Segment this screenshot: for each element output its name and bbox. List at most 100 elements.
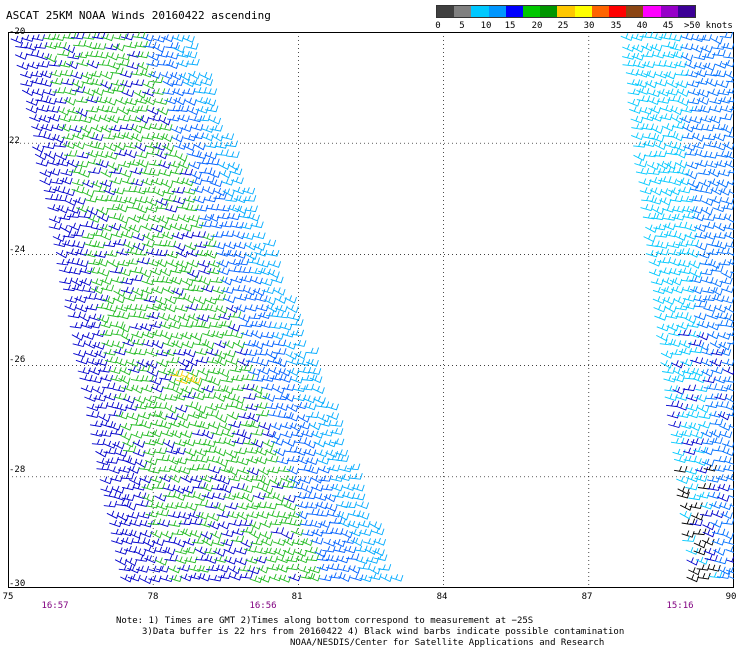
wind-barb <box>111 276 125 284</box>
wind-barb <box>174 556 188 564</box>
lat-label: -30 <box>9 579 26 589</box>
wind-barb <box>58 266 73 274</box>
wind-barb <box>707 484 721 491</box>
wind-barb <box>128 530 142 539</box>
wind-barb <box>675 240 689 247</box>
wind-barb <box>199 214 213 222</box>
wind-barb <box>154 546 168 554</box>
wind-barb <box>99 114 112 123</box>
wind-barb <box>104 97 117 106</box>
wind-barb <box>726 404 734 411</box>
wind-barb <box>676 322 689 330</box>
wind-barb <box>627 88 642 96</box>
wind-barb <box>204 556 218 564</box>
wind-barb <box>134 41 148 48</box>
wind-barb <box>170 332 184 340</box>
wind-barb <box>181 372 195 381</box>
wind-barb <box>102 86 116 94</box>
wind-barb <box>126 358 140 367</box>
wind-barb <box>675 303 689 311</box>
wind-barb <box>240 526 254 533</box>
wind-barb <box>49 69 63 78</box>
wind-barb <box>719 32 734 39</box>
wind-barb <box>642 212 657 220</box>
wind-barb <box>65 248 80 256</box>
wind-barb <box>145 198 158 207</box>
wind-barb <box>714 160 728 168</box>
wind-barb <box>674 221 688 229</box>
wind-barb <box>653 150 668 158</box>
wind-barb <box>228 474 242 482</box>
wind-barb <box>725 321 734 328</box>
wind-barb <box>47 204 61 212</box>
wind-barb <box>187 376 201 384</box>
wind-barb <box>273 447 286 457</box>
wind-barb <box>257 267 271 276</box>
wind-barb <box>155 349 169 357</box>
wind-barb <box>131 330 145 339</box>
wind-barb <box>283 341 297 350</box>
wind-barb <box>197 422 211 430</box>
wind-barb <box>668 187 681 196</box>
wind-barb <box>149 267 163 276</box>
legend-color-bar <box>436 5 696 18</box>
wind-barb <box>287 313 302 321</box>
wind-barb <box>693 62 707 70</box>
legend-swatch <box>437 6 455 17</box>
wind-barb <box>34 151 48 161</box>
wind-barb <box>707 564 721 572</box>
wind-barb <box>303 448 317 457</box>
wind-barb <box>645 250 659 258</box>
wind-barb <box>229 365 243 373</box>
wind-barb <box>180 321 194 328</box>
wind-barb <box>129 274 144 282</box>
wind-barb <box>723 538 734 546</box>
wind-barb <box>237 565 252 572</box>
wind-barb <box>695 385 709 393</box>
wind-barb <box>338 519 351 528</box>
wind-barb <box>269 518 283 526</box>
wind-barb <box>87 258 102 266</box>
wind-barb <box>114 449 128 457</box>
wind-barb <box>703 304 717 312</box>
wind-barb <box>233 195 247 204</box>
wind-barb <box>132 439 146 448</box>
wind-barb <box>663 71 677 80</box>
wind-barb <box>709 195 722 204</box>
wind-barb <box>707 88 721 97</box>
wind-barb <box>323 439 337 448</box>
legend-swatch <box>609 6 627 17</box>
wind-barb <box>47 158 61 166</box>
wind-barb <box>242 438 257 446</box>
wind-barb <box>64 88 78 96</box>
wind-barb <box>88 70 103 78</box>
wind-barb <box>727 339 734 345</box>
wind-barb <box>666 80 679 89</box>
wind-barb <box>728 495 734 499</box>
wind-barb <box>290 482 304 490</box>
wind-barb <box>663 375 677 383</box>
wind-barb <box>64 197 78 207</box>
wind-barb <box>99 476 113 485</box>
wind-barb <box>710 519 723 528</box>
wind-barb <box>74 295 88 304</box>
wind-barb <box>167 456 180 465</box>
wind-barb <box>151 132 165 140</box>
wind-barb <box>141 240 155 248</box>
wind-barb <box>685 239 700 247</box>
wind-barb <box>710 279 723 288</box>
wind-barb <box>291 538 306 546</box>
wind-barb <box>150 76 164 84</box>
wind-barb <box>196 314 210 322</box>
wind-barb <box>102 296 116 305</box>
wind-barb <box>298 566 312 574</box>
legend-swatch <box>540 6 558 17</box>
wind-barb <box>171 528 185 536</box>
wind-barb <box>181 485 195 494</box>
wind-barb <box>44 54 57 63</box>
wind-barb <box>204 141 218 149</box>
wind-barb <box>696 491 710 499</box>
wind-barb <box>700 510 714 517</box>
wind-barb <box>207 513 220 522</box>
wind-barb <box>293 350 307 360</box>
